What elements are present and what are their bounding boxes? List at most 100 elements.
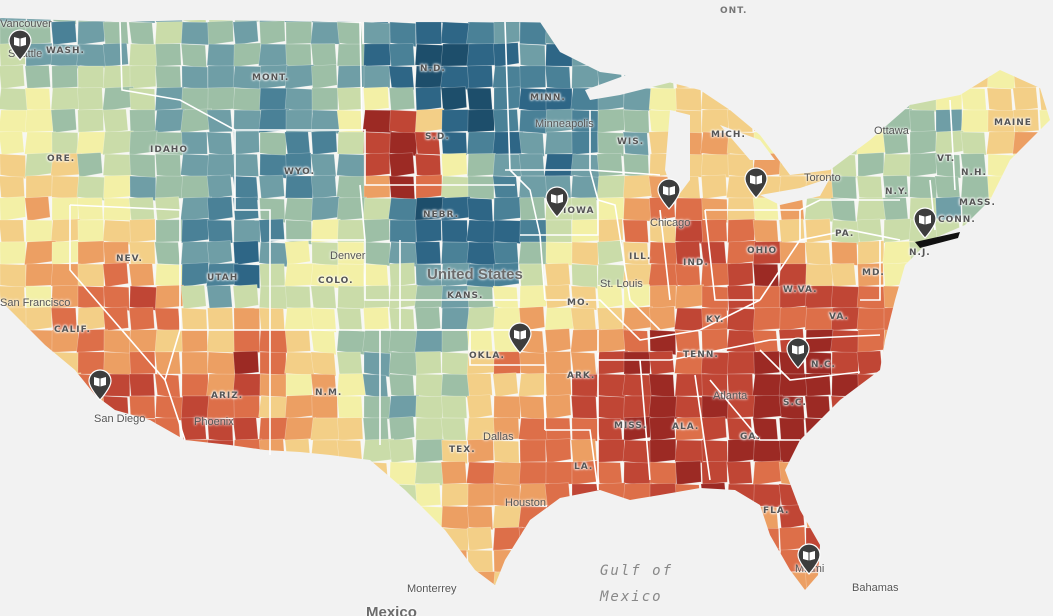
county-cell[interactable] [493, 20, 521, 46]
county-cell[interactable] [441, 351, 469, 378]
county-cell[interactable] [726, 240, 757, 266]
county-cell[interactable] [24, 196, 51, 222]
county-cell[interactable] [336, 153, 368, 179]
county-cell[interactable] [206, 43, 237, 68]
county-cell[interactable] [545, 108, 574, 134]
county-cell[interactable] [362, 197, 393, 222]
county-cell[interactable] [414, 43, 445, 69]
county-cell[interactable] [50, 307, 78, 331]
county-cell[interactable] [232, 417, 259, 441]
county-cell[interactable] [258, 64, 289, 90]
county-cell[interactable] [155, 284, 184, 310]
county-cell[interactable] [129, 218, 156, 244]
county-cell[interactable] [831, 351, 859, 375]
county-cell[interactable] [284, 240, 311, 266]
county-cell[interactable] [24, 240, 57, 266]
county-cell[interactable] [207, 307, 234, 331]
county-cell[interactable] [648, 395, 680, 420]
county-cell[interactable] [492, 153, 523, 177]
county-cell[interactable] [102, 42, 129, 68]
county-cell[interactable] [623, 351, 651, 375]
county-cell[interactable] [856, 285, 887, 310]
county-cell[interactable] [285, 109, 313, 133]
county-cell[interactable] [778, 263, 809, 287]
county-cell[interactable] [50, 87, 81, 111]
county-cell[interactable] [466, 350, 497, 376]
county-cell[interactable] [129, 241, 156, 265]
county-cell[interactable] [129, 351, 156, 375]
county-cell[interactable] [233, 307, 261, 331]
county-cell[interactable] [882, 153, 913, 177]
county-cell[interactable] [310, 21, 342, 45]
county-cell[interactable] [597, 131, 625, 157]
pin-michigan[interactable] [743, 167, 769, 199]
county-cell[interactable] [0, 196, 26, 222]
county-cell[interactable] [51, 65, 78, 89]
county-cell[interactable] [960, 109, 991, 133]
county-cell[interactable] [232, 0, 260, 23]
county-cell[interactable] [233, 219, 261, 243]
county-cell[interactable] [571, 373, 599, 398]
county-cell[interactable] [519, 196, 546, 222]
county-cell[interactable] [336, 21, 363, 47]
county-cell[interactable] [519, 65, 546, 89]
county-cell[interactable] [363, 175, 391, 199]
county-cell[interactable] [804, 197, 836, 223]
county-cell[interactable] [623, 197, 652, 222]
county-cell[interactable] [206, 329, 237, 353]
county-cell[interactable] [232, 350, 260, 376]
county-cell[interactable] [259, 285, 288, 310]
county-cell[interactable] [830, 329, 863, 355]
county-cell[interactable] [155, 131, 184, 156]
county-cell[interactable] [571, 130, 599, 155]
county-cell[interactable] [856, 218, 883, 244]
county-cell[interactable] [363, 152, 391, 178]
county-cell[interactable] [830, 263, 857, 287]
county-cell[interactable] [129, 130, 158, 156]
county-cell[interactable] [909, 109, 936, 134]
county-cell[interactable] [415, 263, 442, 288]
county-cell[interactable] [415, 21, 442, 45]
county-cell[interactable] [154, 21, 185, 45]
county-cell[interactable] [440, 21, 471, 47]
county-cell[interactable] [388, 438, 415, 464]
county-cell[interactable] [336, 395, 364, 419]
county-cell[interactable] [518, 131, 545, 157]
county-cell[interactable] [102, 86, 134, 112]
pin-iowa[interactable] [544, 186, 570, 218]
county-cell[interactable] [206, 262, 239, 288]
county-cell[interactable] [492, 241, 519, 266]
county-cell[interactable] [441, 307, 470, 331]
county-cell[interactable] [337, 263, 365, 287]
county-cell[interactable] [362, 417, 389, 441]
county-cell[interactable] [570, 328, 602, 353]
county-cell[interactable] [466, 526, 493, 552]
county-cell[interactable] [259, 263, 286, 287]
county-cell[interactable] [389, 262, 416, 288]
county-cell[interactable] [155, 219, 183, 243]
county-cell[interactable] [50, 218, 81, 244]
county-cell[interactable] [440, 285, 471, 309]
county-cell[interactable] [571, 263, 598, 289]
county-cell[interactable] [467, 109, 495, 133]
county-cell[interactable] [726, 417, 753, 442]
county-cell[interactable] [752, 394, 783, 420]
county-cell[interactable] [77, 306, 106, 332]
county-cell[interactable] [388, 373, 415, 399]
county-cell[interactable] [570, 175, 601, 201]
county-cell[interactable] [103, 65, 132, 89]
county-cell[interactable] [207, 417, 234, 443]
county-cell[interactable] [77, 197, 104, 221]
county-cell[interactable] [128, 373, 156, 397]
county-cell[interactable] [649, 306, 676, 332]
pin-miami[interactable] [796, 543, 822, 575]
county-cell[interactable] [389, 284, 418, 310]
county-cell[interactable] [103, 174, 132, 199]
county-cell[interactable] [778, 218, 805, 244]
county-cell[interactable] [233, 130, 260, 156]
county-cell[interactable] [0, 241, 27, 265]
county-cell[interactable] [778, 373, 809, 397]
pin-oklahoma[interactable] [507, 322, 533, 354]
county-cell[interactable] [232, 175, 259, 201]
county-cell[interactable] [935, 196, 962, 222]
